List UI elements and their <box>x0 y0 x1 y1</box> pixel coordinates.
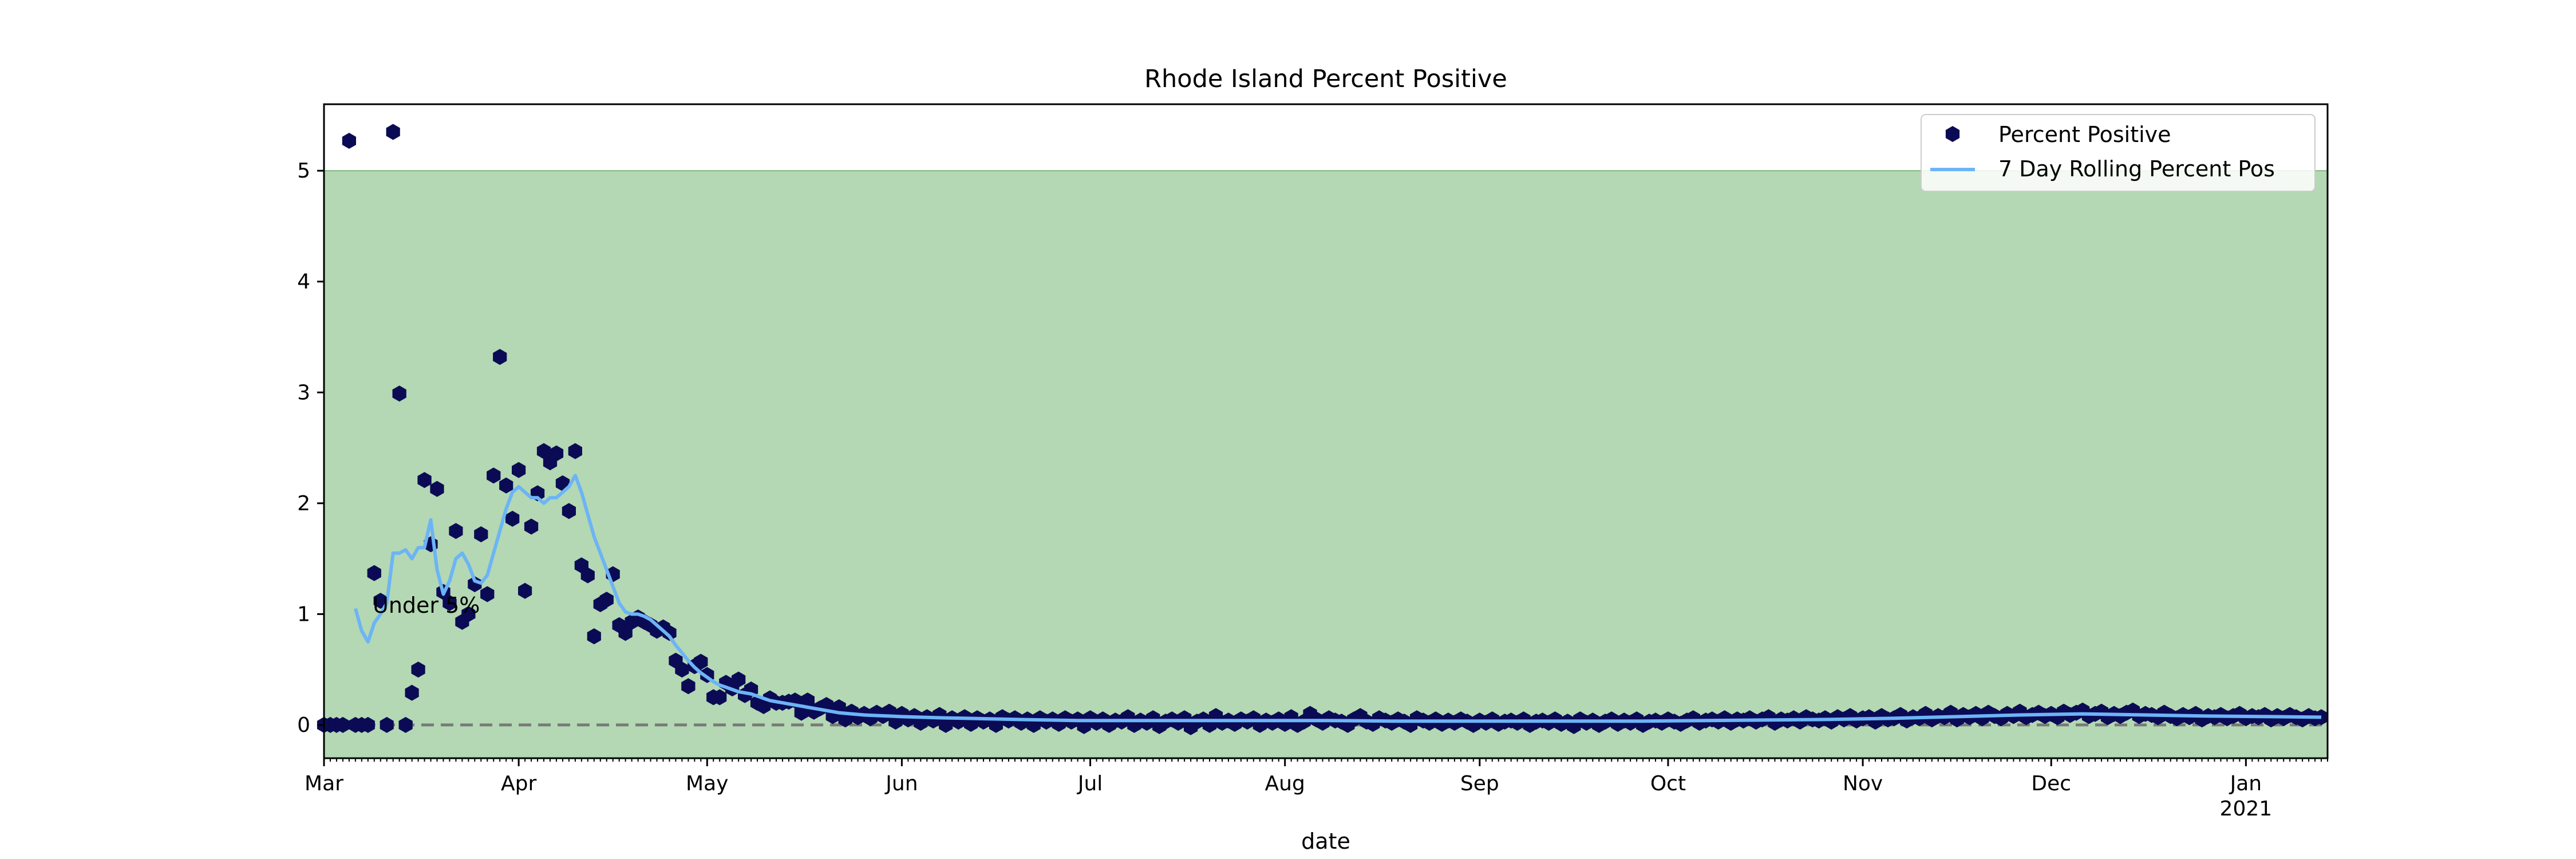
plot-frame <box>323 103 2329 759</box>
x-tick-label: Oct <box>1650 772 1686 795</box>
data-point <box>580 567 595 584</box>
legend: Percent Positive 7 Day Rolling Percent P… <box>1921 114 2316 192</box>
data-point <box>662 625 677 641</box>
data-point <box>442 595 457 611</box>
data-point <box>599 592 614 608</box>
data-point <box>335 716 350 733</box>
x-axis-label: date <box>1301 829 1350 854</box>
data-point <box>392 385 406 402</box>
data-point <box>398 716 413 733</box>
legend-label-rolling: 7 Day Rolling Percent Pos <box>1998 156 2275 182</box>
x-tick-label: Nov <box>1843 772 1883 795</box>
legend-label-percent-positive: Percent Positive <box>1998 122 2171 147</box>
threshold-band <box>324 171 2328 758</box>
data-point <box>505 510 520 527</box>
x-tick-label: May <box>686 772 728 795</box>
y-tick-label: 1 <box>297 602 310 626</box>
data-point <box>732 671 746 688</box>
chart-title: Rhode Island Percent Positive <box>1144 65 1507 93</box>
data-point <box>487 467 501 484</box>
data-point <box>430 480 444 497</box>
data-point <box>468 576 482 593</box>
data-point <box>675 661 689 678</box>
y-tick-label: 2 <box>297 492 310 515</box>
data-point <box>411 661 425 678</box>
data-point <box>694 653 708 670</box>
data-point <box>800 692 815 709</box>
rolling-average-line <box>354 474 2322 723</box>
data-point <box>536 443 551 459</box>
y-tick-label: 4 <box>297 270 310 294</box>
data-point <box>342 132 356 149</box>
data-point <box>618 625 633 641</box>
data-point <box>386 124 400 140</box>
data-point <box>518 582 532 599</box>
threshold-label: Under 5% <box>373 593 480 618</box>
data-point <box>405 684 419 701</box>
data-point <box>380 716 394 733</box>
y-axis: 0 1 2 3 4 5 <box>297 159 324 737</box>
data-point <box>2314 709 2329 726</box>
data-point <box>474 526 488 542</box>
data-point <box>568 443 582 459</box>
data-point <box>681 678 696 695</box>
data-point <box>449 523 463 539</box>
data-point <box>499 477 513 494</box>
data-point <box>361 716 375 733</box>
y-tick-label: 5 <box>297 159 310 183</box>
data-point <box>713 689 727 706</box>
data-point <box>587 628 601 645</box>
x-tick-label: Mar <box>305 772 343 795</box>
x-tick-label: Sep <box>1460 772 1499 795</box>
data-point <box>794 704 808 721</box>
data-point <box>562 503 576 519</box>
data-point <box>367 565 381 581</box>
data-point <box>480 586 495 602</box>
data-point <box>417 472 432 488</box>
x-tick-label: Jul <box>1077 772 1103 795</box>
x-tick-label: Jun <box>884 772 918 795</box>
x-tick-label: Dec <box>2031 772 2071 795</box>
legend-hexagon-marker-icon <box>1945 126 1960 142</box>
x-tick-label: Apr <box>501 772 536 795</box>
data-point <box>461 606 476 622</box>
legend-box <box>1921 114 2316 192</box>
data-point <box>549 445 564 462</box>
x-tick-label: Aug <box>1265 772 1305 795</box>
data-point <box>524 518 539 535</box>
data-point <box>512 462 526 478</box>
x-tick-label: Jan <box>2229 772 2262 795</box>
y-tick-label: 3 <box>297 381 310 404</box>
x-tick-sublabel: 2021 <box>2220 797 2273 821</box>
y-tick-label: 0 <box>297 714 310 737</box>
data-point <box>493 349 507 365</box>
